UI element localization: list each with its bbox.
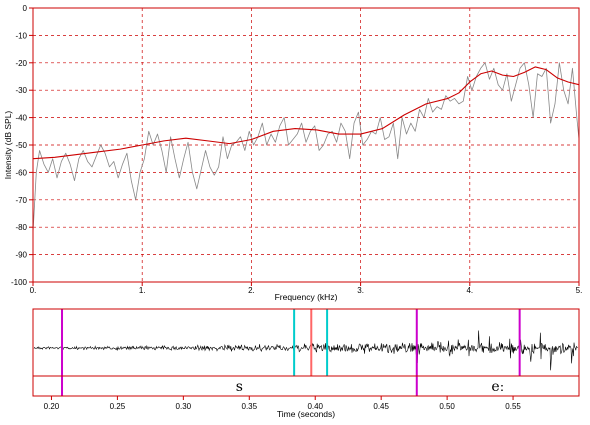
time-tick-label: 0.30 xyxy=(176,402,192,411)
y-tick-label: -10 xyxy=(15,31,27,40)
time-tick-label: 0.25 xyxy=(110,402,126,411)
segment-labels: s eː xyxy=(236,379,505,395)
time-tick-label: 0.20 xyxy=(44,402,60,411)
time-tick-label: 0.35 xyxy=(242,402,258,411)
waveform-markers xyxy=(61,309,521,396)
y-tick-label: -90 xyxy=(15,251,27,260)
spectrum-chart: 0 -10 -20 -30 -40 -50 -60 -70 -80 -90 -100 0. 1. 2. 3… xyxy=(3,4,582,302)
spectrum-line xyxy=(32,62,580,233)
x-tick-label: 3. xyxy=(357,286,364,295)
y-tick-label: -80 xyxy=(15,223,27,232)
x-tick-label: 2. xyxy=(248,286,255,295)
y-tick-label: -60 xyxy=(15,168,27,177)
spectrum-grid xyxy=(33,8,579,282)
y-tick-label: -30 xyxy=(15,86,27,95)
time-x-ticks: 0.20 0.25 0.30 0.35 0.40 0.45 0.50 0.55 xyxy=(44,396,521,411)
y-tick-label: -20 xyxy=(15,59,27,68)
x-tick-label: 0. xyxy=(30,286,37,295)
time-tick-label: 0.55 xyxy=(505,402,521,411)
waveform-trace xyxy=(33,330,578,371)
spectrum-y-ticks: 0 -10 -20 -30 -40 -50 -60 -70 -80 -90 -100 xyxy=(11,4,33,287)
y-tick-label: -40 xyxy=(15,114,27,123)
waveform-area xyxy=(33,309,579,376)
waveform-frame xyxy=(32,308,580,397)
x-tick-label: 1. xyxy=(139,286,146,295)
y-tick-label: 0 xyxy=(23,4,28,13)
spectrum-y-axis-label: Intensity (dB SPL) xyxy=(3,111,13,180)
y-tick-label: -50 xyxy=(15,141,27,150)
time-tick-label: 0.50 xyxy=(439,402,455,411)
time-tick-label: 0.40 xyxy=(307,402,323,411)
x-tick-label: 5. xyxy=(576,286,583,295)
segment-label: s xyxy=(236,379,243,395)
y-tick-label: -70 xyxy=(15,196,27,205)
waveform-panel: s eː 0.20 0.25 0.30 0.35 0.40 0.45 0.50 0.55 Tim… xyxy=(32,308,580,419)
spectrum-x-ticks: 0. 1. 2. 3. 4. 5. xyxy=(30,282,583,295)
segment-label: eː xyxy=(491,379,504,395)
time-x-axis-label: Time (seconds) xyxy=(277,409,335,419)
envelope-line xyxy=(32,66,580,160)
waveform-signal xyxy=(33,330,578,371)
x-tick-label: 4. xyxy=(466,286,473,295)
y-tick-label: -100 xyxy=(11,278,28,287)
spectrum-series xyxy=(32,62,580,233)
spectrum-x-axis-label: Frequency (kHz) xyxy=(275,292,338,302)
time-tick-label: 0.45 xyxy=(373,402,389,411)
